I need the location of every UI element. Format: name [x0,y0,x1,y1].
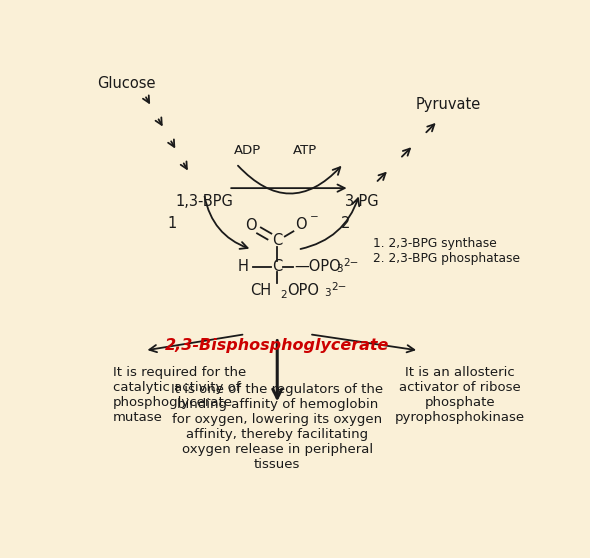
Text: 1: 1 [168,217,176,231]
Text: H: H [238,259,248,274]
Text: C: C [272,233,283,248]
Text: It is required for the
catalytic activity of
phosphoglycerate
mutase: It is required for the catalytic activit… [113,365,246,424]
Text: ADP: ADP [234,144,261,157]
Text: 1,3-BPG: 1,3-BPG [175,194,233,209]
Text: ATP: ATP [293,144,317,157]
Text: O: O [245,218,257,233]
Text: Pyruvate: Pyruvate [416,97,481,112]
Text: 3: 3 [324,288,330,298]
Text: O: O [295,217,307,232]
Text: CH: CH [251,283,272,298]
Text: OPO: OPO [287,283,319,298]
Text: It is one of the regulators of the
binding affinity of hemoglobin
for oxygen, lo: It is one of the regulators of the bindi… [171,383,384,471]
Text: It is an allosteric
activator of ribose
phosphate
pyrophosphokinase: It is an allosteric activator of ribose … [395,365,525,424]
Text: Glucose: Glucose [97,75,156,90]
Text: 1. 2,3-BPG synthase
2. 2,3-BPG phosphatase: 1. 2,3-BPG synthase 2. 2,3-BPG phosphata… [373,237,520,264]
Text: 3: 3 [336,264,343,275]
Text: 2,3-Bisphosphoglycerate: 2,3-Bisphosphoglycerate [165,338,389,353]
Text: 2: 2 [341,217,350,231]
Text: 3-PG: 3-PG [345,194,379,209]
Text: C: C [272,259,283,274]
Text: 2−: 2− [343,258,359,268]
Text: −: − [310,213,319,222]
Text: —OPO: —OPO [294,259,341,274]
Text: 2−: 2− [331,282,346,292]
Text: 2: 2 [280,290,287,300]
